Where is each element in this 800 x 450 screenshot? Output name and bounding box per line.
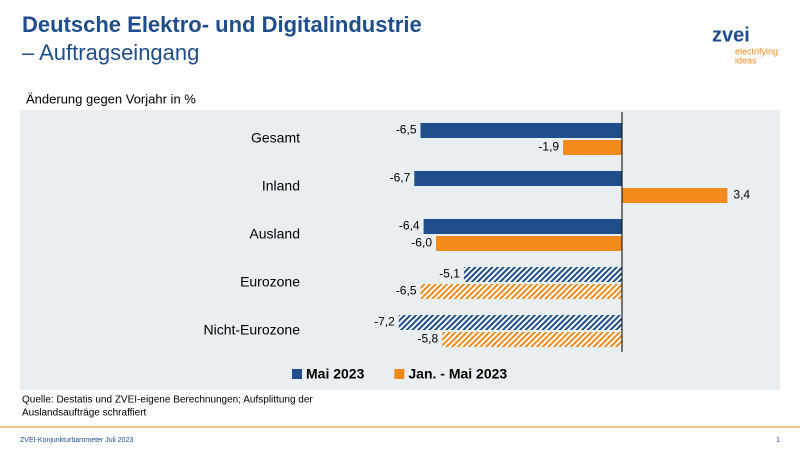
bar bbox=[420, 123, 622, 138]
category-label: Nicht-Eurozone bbox=[204, 322, 301, 338]
category-label: Gesamt bbox=[251, 130, 300, 146]
value-label: -6,7 bbox=[390, 171, 411, 185]
value-label: -7,2 bbox=[374, 315, 395, 329]
bar bbox=[398, 315, 622, 330]
axis-label: Änderung gegen Vorjahr in % bbox=[26, 91, 196, 106]
value-label: -6,5 bbox=[396, 284, 417, 298]
page-number: 1 bbox=[776, 437, 780, 444]
value-label: 3,4 bbox=[733, 188, 750, 202]
bar bbox=[420, 284, 622, 299]
value-label: -6,5 bbox=[396, 123, 417, 137]
logo-tagline: ideas bbox=[735, 55, 757, 65]
category-label: Inland bbox=[262, 178, 300, 194]
bar bbox=[463, 267, 622, 282]
legend-label: Jan. - Mai 2023 bbox=[408, 366, 507, 382]
logo: zvei bbox=[712, 24, 750, 46]
value-label: -6,0 bbox=[411, 236, 432, 250]
category-label: Eurozone bbox=[240, 274, 300, 290]
value-label: -1,9 bbox=[538, 140, 559, 154]
value-label: -5,8 bbox=[418, 332, 439, 346]
bar bbox=[414, 171, 622, 186]
value-label: -6,4 bbox=[399, 219, 420, 233]
bar bbox=[436, 236, 622, 251]
legend-label: Mai 2023 bbox=[306, 366, 365, 382]
legend-swatch bbox=[292, 369, 302, 379]
logo-tagline: electrifying bbox=[735, 46, 778, 56]
note: Quelle: Destatis und ZVEI-eigene Berechn… bbox=[22, 395, 313, 406]
bar bbox=[622, 188, 728, 203]
subtitle: – Auftragseingang bbox=[22, 40, 199, 65]
category-label: Ausland bbox=[249, 226, 300, 242]
note: Auslandsaufträge schraffiert bbox=[22, 408, 147, 419]
bar bbox=[423, 219, 622, 234]
value-label: -5,1 bbox=[439, 267, 460, 281]
bar bbox=[442, 332, 622, 347]
legend-swatch bbox=[394, 369, 405, 379]
bar bbox=[563, 140, 622, 155]
title: Deutsche Elektro- und Digitalindustrie bbox=[22, 12, 422, 37]
plot-background bbox=[20, 110, 780, 390]
footer-text: ZVEI-Konjunkturbarometer Juli 2023 bbox=[20, 437, 133, 444]
